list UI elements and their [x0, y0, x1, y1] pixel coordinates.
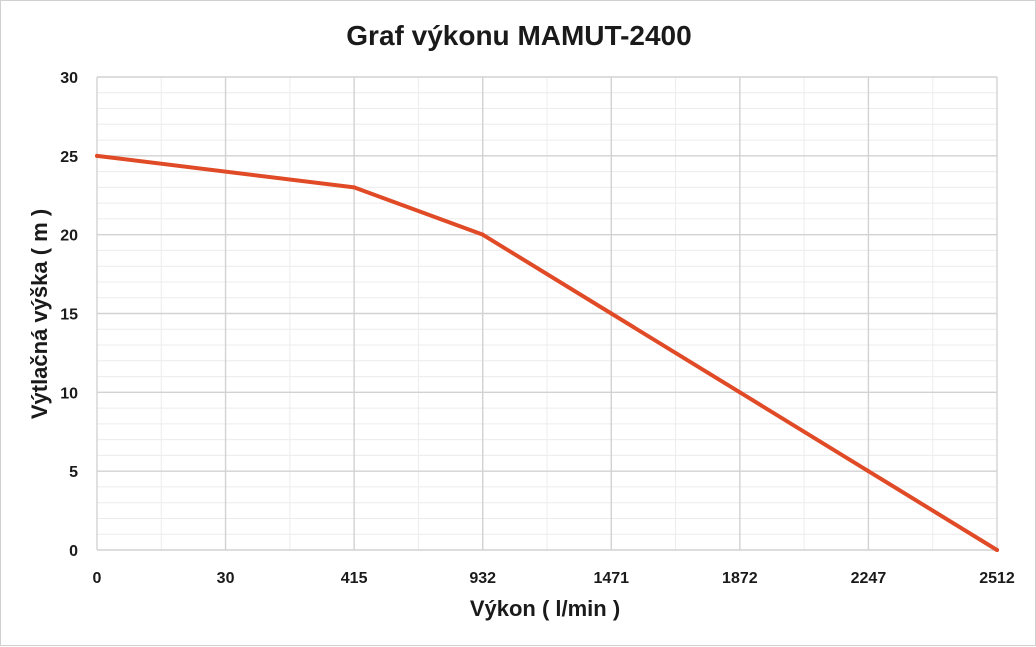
y-axis-ticks: 0 5 10 15 20 25 30 [60, 70, 78, 560]
data-point [737, 390, 742, 395]
x-tick-label: 2512 [979, 570, 1015, 587]
data-point [352, 185, 357, 190]
y-tick-label: 0 [69, 543, 78, 560]
series-layer [95, 153, 999, 552]
data-point [95, 153, 99, 158]
y-tick-label: 15 [60, 307, 78, 324]
x-tick-label: 415 [341, 570, 368, 587]
x-tick-label: 932 [469, 570, 496, 587]
data-point [480, 232, 485, 237]
x-tick-label: 0 [93, 570, 102, 587]
chart-title: Graf výkonu MAMUT-2400 [346, 20, 691, 51]
data-point [995, 548, 999, 552]
y-axis-title: Výtlačná výška ( m ) [27, 209, 52, 419]
data-point [609, 311, 614, 316]
x-tick-label: 1872 [722, 570, 758, 587]
y-tick-label: 10 [60, 385, 78, 402]
x-tick-label: 2247 [851, 570, 887, 587]
y-tick-label: 30 [60, 70, 78, 87]
x-axis-title: Výkon ( l/min ) [470, 596, 620, 621]
x-axis-ticks: 0 30 415 932 1471 1872 2247 2512 [93, 570, 1015, 587]
y-tick-label: 5 [69, 464, 78, 481]
y-tick-label: 20 [60, 228, 78, 245]
x-tick-label: 30 [217, 570, 235, 587]
y-tick-label: 25 [60, 149, 78, 166]
data-point [866, 469, 871, 474]
x-tick-label: 1471 [593, 570, 629, 587]
